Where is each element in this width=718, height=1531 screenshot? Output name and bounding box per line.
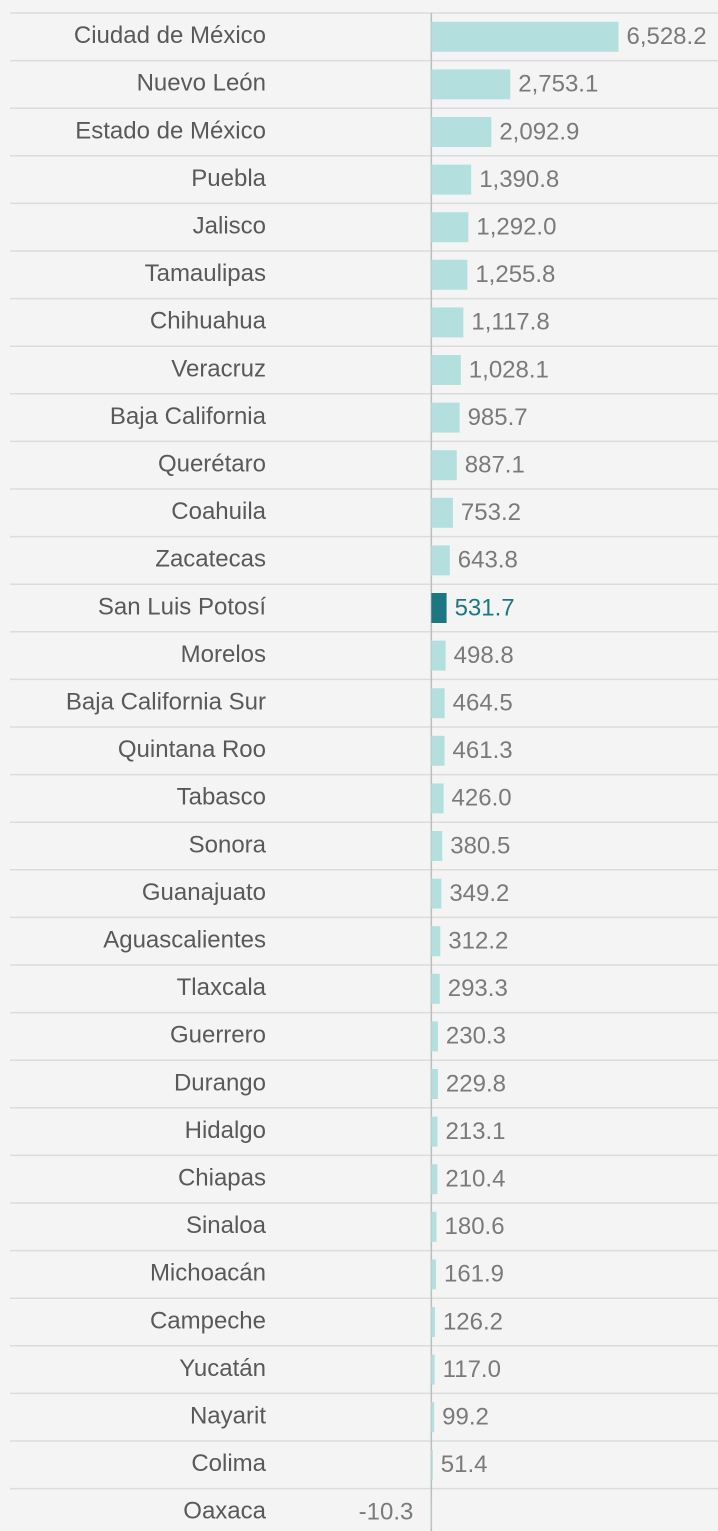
category-label: Hidalgo: [185, 1117, 266, 1144]
value-label: 180.6: [445, 1213, 505, 1240]
bar: [431, 497, 453, 528]
category-label: Veracruz: [171, 355, 266, 382]
bar: [431, 1402, 435, 1433]
bar: [431, 640, 446, 671]
value-label: 1,117.8: [471, 309, 549, 336]
category-label: Chiapas: [178, 1165, 266, 1192]
category-label: Tabasco: [177, 784, 266, 811]
category-label: Tamaulipas: [145, 260, 266, 287]
value-label: 210.4: [445, 1166, 505, 1193]
category-label: Chihuahua: [150, 308, 267, 335]
bar: [431, 831, 443, 861]
bar: [431, 307, 464, 338]
value-label: 229.8: [446, 1070, 506, 1097]
value-label: 426.0: [452, 785, 512, 812]
bar: [431, 1069, 438, 1099]
category-label: Campeche: [150, 1307, 266, 1334]
bar: [431, 450, 457, 481]
category-label: Quintana Roo: [118, 736, 266, 763]
value-label: 643.8: [458, 547, 518, 574]
bar: [431, 117, 492, 147]
value-label: 126.2: [443, 1308, 503, 1335]
category-label: Aguascalientes: [103, 927, 266, 954]
category-label: Sonora: [189, 831, 267, 858]
category-label: Durango: [174, 1069, 266, 1096]
bar: [431, 402, 460, 433]
value-label: 498.8: [454, 642, 514, 669]
bar: [431, 1116, 438, 1147]
bar: [431, 688, 445, 719]
bar: [431, 973, 440, 1004]
category-label: Guanajuato: [142, 879, 266, 906]
category-label: Michoacán: [150, 1260, 266, 1287]
bar: [431, 212, 469, 243]
value-label: 117.0: [443, 1356, 501, 1383]
value-label: 531.7: [455, 594, 515, 621]
value-label: 161.9: [444, 1261, 504, 1288]
category-label: Guerrero: [170, 1022, 266, 1049]
value-label: 51.4: [441, 1451, 488, 1478]
category-label: Nayarit: [190, 1403, 266, 1430]
bar: [431, 1307, 435, 1337]
category-label: San Luis Potosí: [98, 593, 266, 620]
bar: [431, 1021, 438, 1052]
bar: [431, 1164, 438, 1195]
value-label: 753.2: [461, 499, 521, 526]
value-label: 230.3: [446, 1023, 506, 1050]
value-label: 312.2: [448, 928, 508, 955]
bar: [431, 1259, 436, 1290]
category-label: Morelos: [181, 641, 266, 668]
category-label: Coahuila: [171, 498, 266, 525]
category-label: Estado de México: [75, 117, 266, 144]
bar: [431, 21, 619, 52]
bar: [431, 1449, 433, 1480]
value-label: 99.2: [442, 1404, 489, 1431]
bar: [431, 164, 472, 195]
category-label: Querétaro: [158, 451, 266, 478]
category-label: Oaxaca: [183, 1498, 266, 1525]
bar: [431, 355, 461, 385]
bar: [431, 69, 511, 100]
value-label: 1,390.8: [479, 166, 559, 193]
value-label: 293.3: [448, 975, 508, 1002]
bar: [431, 1354, 435, 1385]
value-label: 464.5: [453, 690, 513, 717]
category-label: Yucatán: [179, 1355, 266, 1382]
bar: [431, 926, 441, 957]
bar: [431, 259, 468, 290]
category-label: Puebla: [191, 165, 266, 192]
bar: [431, 878, 442, 909]
value-label: 2,092.9: [499, 118, 579, 145]
value-label: 985.7: [468, 404, 528, 431]
value-label: 349.2: [449, 880, 509, 907]
value-label: 887.1: [465, 452, 525, 479]
value-label: 380.5: [450, 832, 510, 859]
value-label: -10.3: [359, 1499, 414, 1526]
value-label: 6,528.2: [626, 23, 706, 50]
category-label: Baja California: [110, 403, 267, 430]
category-label: Colima: [191, 1450, 266, 1477]
value-label: 461.3: [453, 737, 513, 764]
value-label: 1,028.1: [469, 356, 549, 383]
bar: [431, 593, 447, 623]
category-label: Nuevo León: [137, 70, 266, 97]
category-label: Baja California Sur: [66, 689, 266, 716]
value-label: 213.1: [445, 1118, 505, 1145]
value-label: 2,753.1: [518, 71, 598, 98]
bar: [431, 735, 445, 766]
bar: [431, 545, 450, 576]
value-label: 1,255.8: [475, 261, 555, 288]
bar: [431, 783, 444, 814]
category-label: Tlaxcala: [177, 974, 267, 1001]
bar: [431, 1211, 437, 1242]
category-label: Ciudad de México: [74, 22, 266, 49]
category-label: Jalisco: [193, 213, 266, 240]
category-label: Sinaloa: [186, 1212, 267, 1239]
category-label: Zacatecas: [155, 546, 266, 573]
value-label: 1,292.0: [476, 214, 556, 241]
